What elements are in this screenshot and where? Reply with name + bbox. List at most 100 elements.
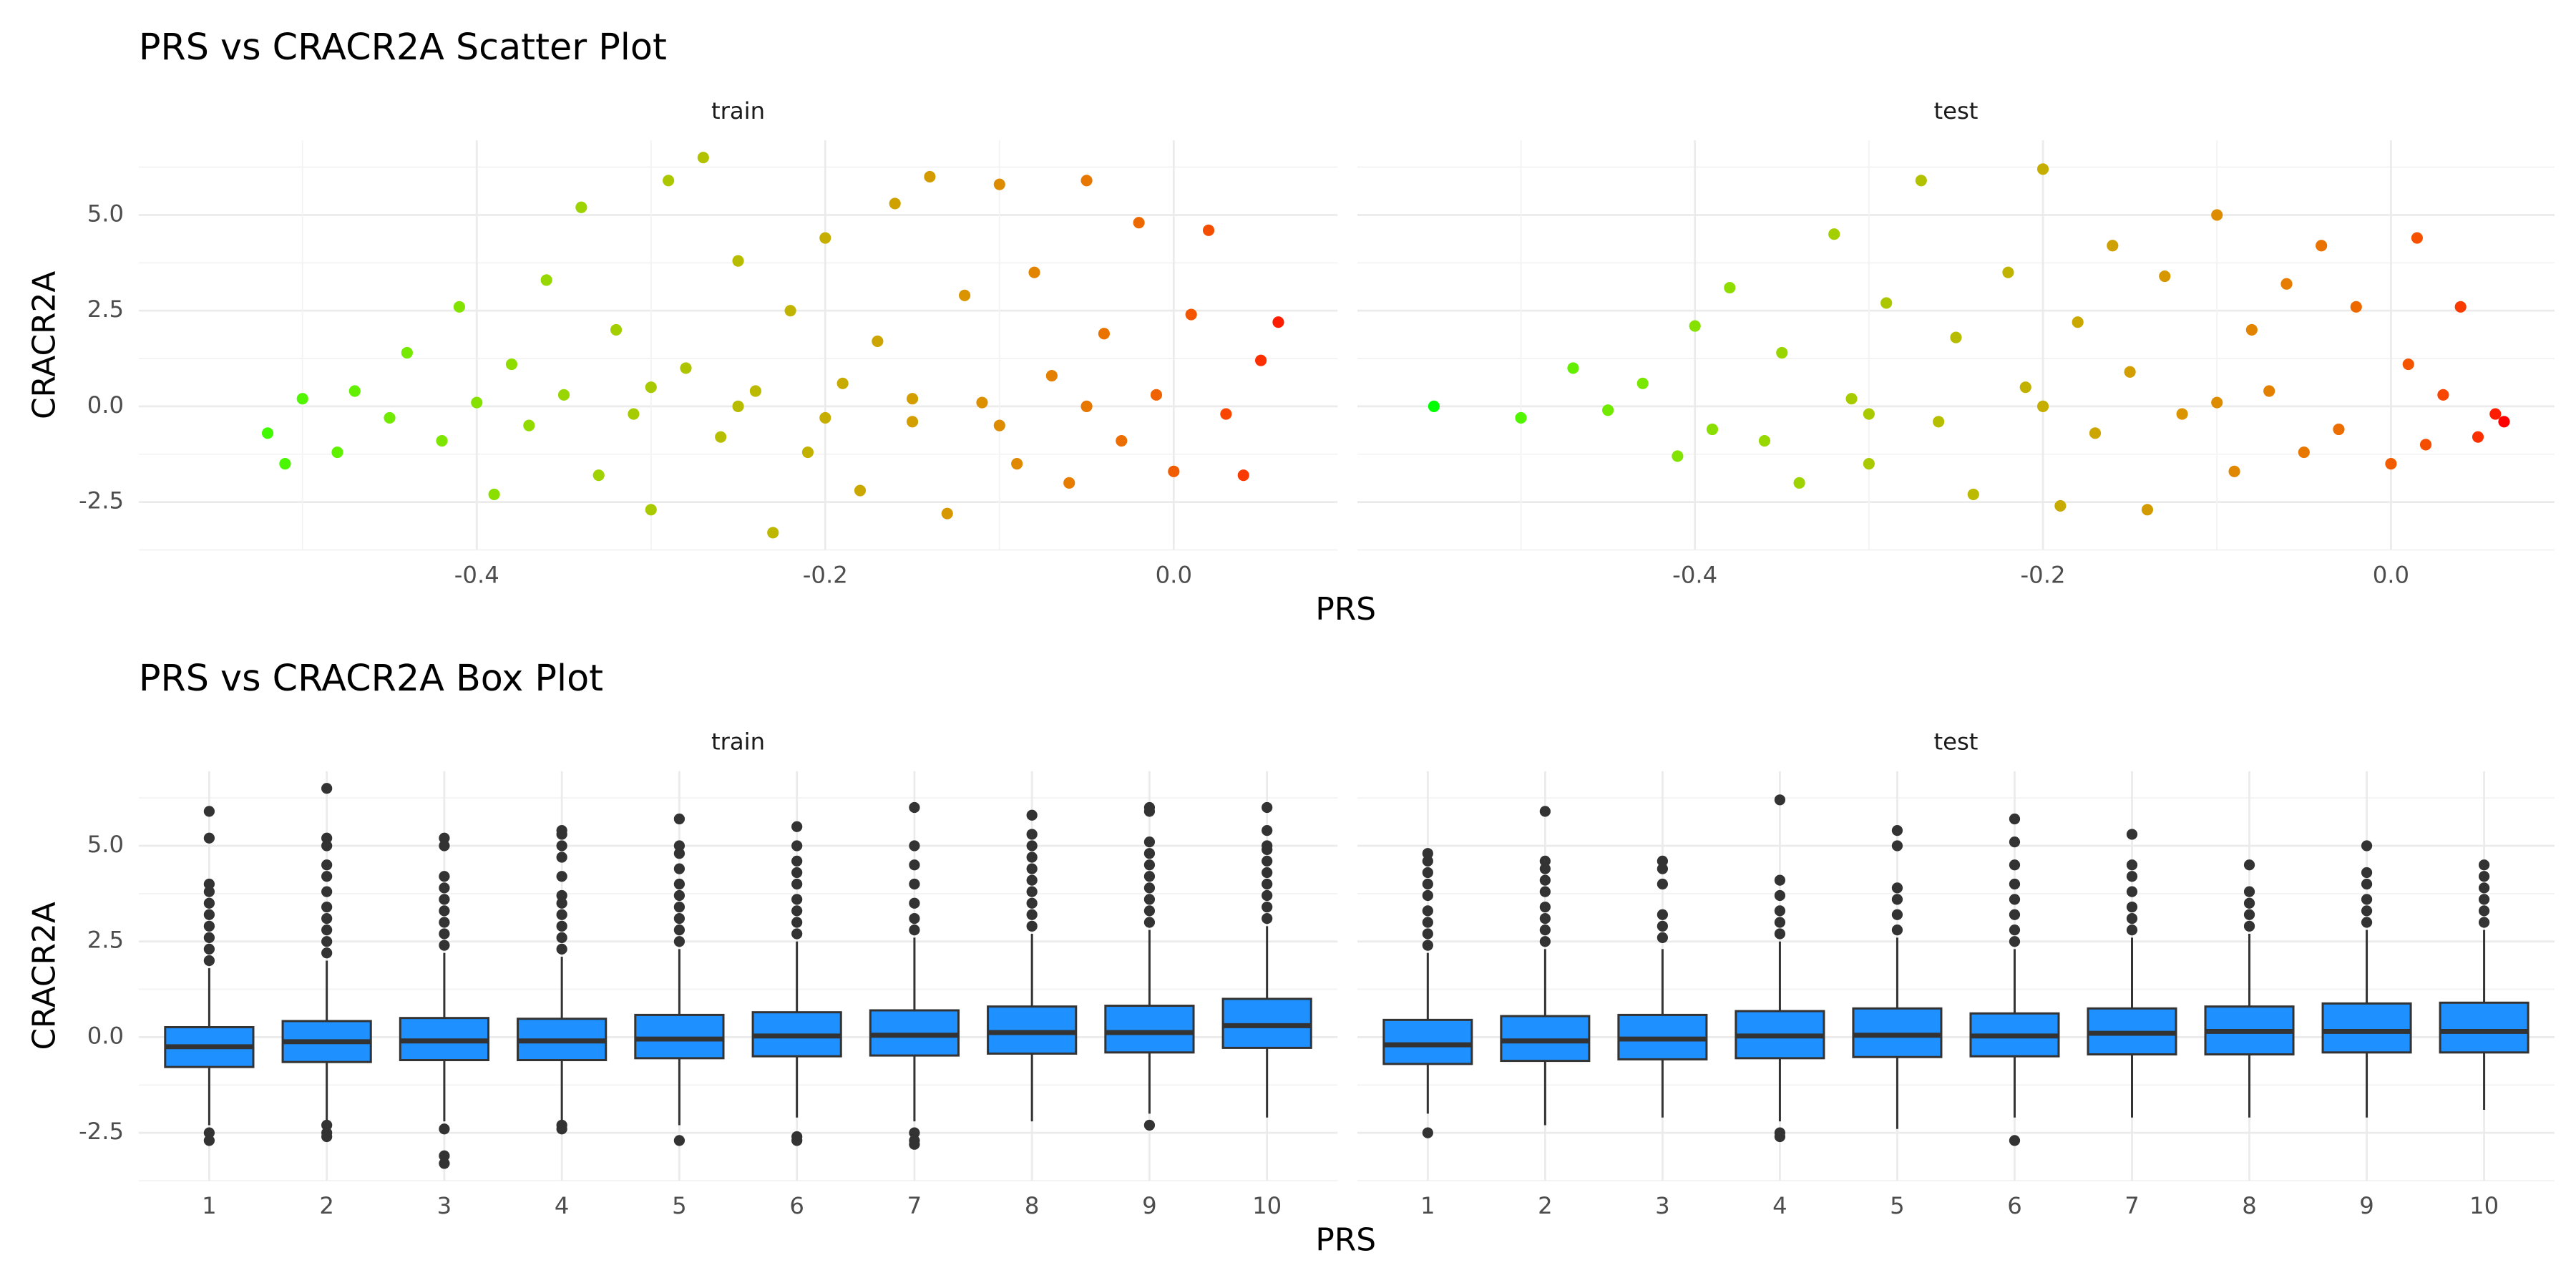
outlier [1026,874,1038,886]
point [2489,408,2502,420]
point [2176,408,2188,420]
outlier [203,1127,215,1138]
outlier [909,1138,920,1150]
outlier [439,840,450,852]
point [732,400,744,412]
point [261,427,274,439]
y-axis-title: CRACR2A [26,271,63,419]
point [959,289,971,301]
outlier [2126,859,2138,871]
outlier [1891,924,1903,936]
point [1915,175,1927,187]
point [2124,366,2136,378]
point [872,335,884,348]
outlier [1891,909,1903,920]
outlier [1143,871,1156,882]
outlier [439,832,450,844]
outlier [1774,917,1786,928]
outlier [203,832,215,844]
outlier [1262,855,1273,867]
outlier [1143,894,1156,905]
outlier [1539,806,1551,817]
outlier [1262,867,1273,879]
point [1672,450,1684,462]
outlier [1143,917,1156,928]
point [557,389,570,401]
point [854,484,867,497]
point [1515,411,1527,424]
outlier [1774,874,1786,886]
point [906,393,919,405]
y-tick-label: 2.5 [87,927,124,954]
point [2316,240,2328,252]
outlier [321,924,333,936]
outlier [791,1135,803,1146]
outlier [2126,886,2138,897]
outlier [673,863,686,874]
outlier [1539,874,1551,886]
x-tick-label: 2 [1538,1192,1553,1219]
outlier [2478,894,2490,905]
outlier [439,1150,450,1161]
outlier [2009,813,2021,825]
point [2089,427,2102,439]
outlier [203,806,215,817]
x-tick-label: 9 [2359,1192,2374,1219]
outlier [2126,913,2138,924]
point [906,416,919,428]
outlier [909,1127,920,1138]
outlier [203,943,215,955]
outlier [1422,889,1433,902]
point [645,381,657,394]
point [801,446,814,459]
x-tick-label: 9 [1142,1192,1157,1219]
y-tick-label: 2.5 [87,296,124,323]
outlier [1026,840,1038,852]
outlier [2243,909,2255,920]
outlier [1026,829,1038,840]
outlier [2361,894,2373,905]
outlier [909,878,920,890]
outlier [1422,855,1433,867]
point [2245,323,2258,336]
point [976,396,988,409]
point [2002,266,2014,278]
point [2411,232,2423,244]
outlier [2478,882,2490,894]
point [1272,316,1284,328]
outlier [673,1135,686,1146]
x-tick-label: -0.2 [2021,561,2066,588]
point [819,232,831,244]
point [2036,163,2049,175]
point [1567,362,1579,374]
outlier [673,913,686,924]
box [1500,1015,1591,1063]
facet-label: test [1933,97,1978,125]
outlier [673,936,686,947]
outlier [2009,878,2021,890]
point [296,393,308,405]
x-axis-title: PRS [1315,591,1376,628]
point [436,434,448,447]
outlier [1539,936,1551,947]
point [2280,278,2293,290]
outlier [1774,1131,1786,1143]
outlier [1143,836,1156,848]
outlier [1422,928,1433,940]
point [2054,499,2067,512]
outlier [1422,848,1433,859]
point [836,377,849,389]
point [1602,404,1614,416]
point [610,323,623,336]
outlier [2361,840,2373,852]
outlier [1026,897,1038,909]
outlier [556,932,567,943]
point [1116,434,1128,447]
outlier [791,894,803,905]
point [2454,301,2467,313]
point [2472,431,2484,443]
y-axis-title: CRACR2A [26,902,63,1050]
outlier [1657,878,1669,890]
facet-label: train [711,728,765,755]
outlier [556,909,567,920]
